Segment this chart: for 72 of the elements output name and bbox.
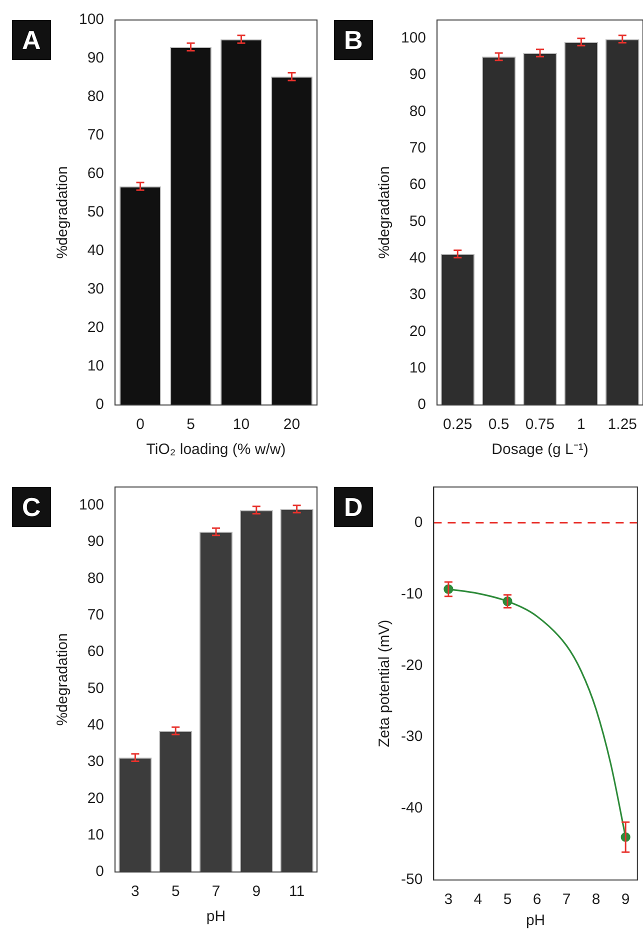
x-axis-title: TiO₂ loading (% w/w) xyxy=(146,441,286,458)
y-tick-label: 30 xyxy=(87,280,104,298)
y-tick-label: 40 xyxy=(87,716,104,734)
x-tick-label: 8 xyxy=(592,891,600,908)
y-tick-label: -30 xyxy=(400,728,423,746)
y-tick-label: 10 xyxy=(409,359,426,376)
y-tick-label: 70 xyxy=(409,139,426,156)
x-axis-title: Dosage (g L⁻¹) xyxy=(492,441,588,458)
y-tick-label: -10 xyxy=(400,585,423,602)
chart-title: A xyxy=(12,20,51,60)
y-tick-label: 80 xyxy=(409,102,426,120)
y-axis-title: Zeta potential (mV) xyxy=(376,620,394,748)
y-axis-title: %degradation xyxy=(54,633,72,726)
y-tick-label: 80 xyxy=(87,570,104,587)
y-tick-label: 0 xyxy=(96,396,104,414)
y-tick-label: 60 xyxy=(87,165,104,182)
x-tick-label: 6 xyxy=(532,891,542,908)
x-tick-label: 0.25 xyxy=(443,416,472,434)
y-tick-label: 60 xyxy=(409,176,426,194)
x-tick-label: 1.25 xyxy=(608,416,638,434)
y-tick-label: 70 xyxy=(87,606,104,624)
x-tick-label: 5 xyxy=(186,416,195,434)
y-tick-label: 0 xyxy=(414,514,423,531)
y-tick-label: -40 xyxy=(400,800,423,817)
y-tick-label: 0 xyxy=(96,863,104,880)
x-tick-label: 20 xyxy=(283,416,300,434)
y-tick-label: 50 xyxy=(87,680,104,697)
x-tick-label: 4 xyxy=(474,891,482,908)
x-axis-title: pH xyxy=(526,912,546,930)
y-axis-title: %degradation xyxy=(54,166,72,259)
x-tick-label: 7 xyxy=(562,891,571,908)
y-tick-label: -50 xyxy=(400,871,423,888)
y-tick-label: 20 xyxy=(87,319,104,336)
y-tick-label: 30 xyxy=(409,286,426,304)
y-tick-label: 10 xyxy=(87,826,104,844)
x-tick-label: 0 xyxy=(136,416,144,434)
y-axis-title: %degradation xyxy=(376,166,394,259)
x-tick-label: 5 xyxy=(171,883,180,900)
y-tick-label: 20 xyxy=(409,322,426,340)
y-tick-label: 100 xyxy=(400,29,426,46)
chart-title: B xyxy=(334,20,373,60)
y-tick-label: 70 xyxy=(87,126,104,144)
y-tick-label: 100 xyxy=(78,496,104,514)
chart-title: C xyxy=(12,487,51,527)
y-tick-label: 90 xyxy=(87,50,104,67)
chart-title: D xyxy=(334,487,373,527)
y-tick-label: 90 xyxy=(87,533,104,550)
x-axis-title: pH xyxy=(206,908,226,926)
x-tick-label: 9 xyxy=(252,883,261,900)
x-tick-label: 1 xyxy=(577,416,586,434)
x-tick-label: 5 xyxy=(503,891,512,908)
x-tick-label: 0.5 xyxy=(488,416,510,434)
x-tick-label: 9 xyxy=(621,891,630,908)
x-tick-label: 11 xyxy=(289,883,305,900)
y-tick-label: 50 xyxy=(409,212,426,230)
y-tick-label: -20 xyxy=(400,656,423,674)
y-tick-label: 50 xyxy=(87,204,104,221)
y-tick-label: 10 xyxy=(87,358,104,375)
y-tick-label: 40 xyxy=(409,249,426,266)
x-tick-label: 0.75 xyxy=(525,416,555,434)
y-tick-label: 0 xyxy=(418,396,426,414)
x-tick-label: 3 xyxy=(131,883,140,900)
x-tick-label: 10 xyxy=(232,416,250,434)
x-tick-label: 3 xyxy=(444,891,453,908)
y-tick-label: 40 xyxy=(87,242,104,260)
y-tick-label: 30 xyxy=(87,753,104,770)
y-tick-label: 80 xyxy=(87,88,104,106)
y-tick-label: 20 xyxy=(87,790,104,807)
x-tick-label: 7 xyxy=(212,883,220,900)
y-tick-label: 100 xyxy=(78,11,104,28)
y-tick-label: 90 xyxy=(409,66,426,84)
y-tick-label: 60 xyxy=(87,643,104,660)
